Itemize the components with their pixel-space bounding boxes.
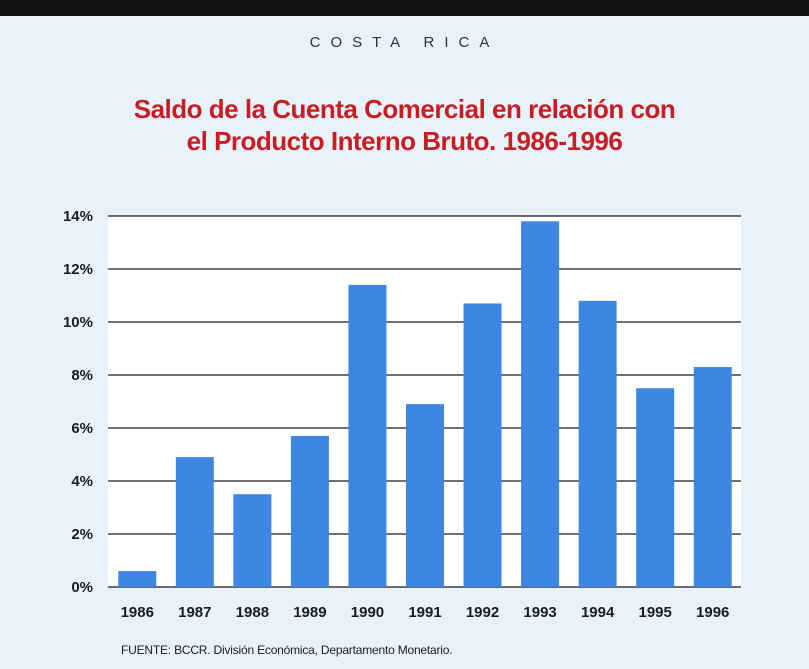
y-tick-label: 12% bbox=[63, 261, 93, 278]
chart-country-label: COSTA RICA bbox=[309, 34, 500, 51]
x-tick-label: 1989 bbox=[293, 604, 326, 621]
y-tick-label: 0% bbox=[71, 579, 93, 596]
x-tick-label: 1994 bbox=[581, 604, 615, 621]
y-tick-label: 8% bbox=[71, 367, 93, 384]
x-tick-label: 1995 bbox=[638, 604, 671, 621]
top-bar bbox=[0, 0, 809, 16]
bar-1991 bbox=[406, 404, 444, 587]
chart-source-note: FUENTE: BCCR. División Económica, Depart… bbox=[121, 643, 453, 657]
chart-title-line-2: el Producto Interno Bruto. 1986-1996 bbox=[186, 126, 623, 156]
x-tick-label: 1986 bbox=[121, 604, 154, 621]
bar-1986 bbox=[118, 571, 157, 587]
bar-1995 bbox=[636, 388, 675, 587]
chart-title-line-1: Saldo de la Cuenta Comercial en relación… bbox=[133, 94, 676, 124]
x-tick-label: 1991 bbox=[408, 604, 441, 621]
x-tick-label: 1996 bbox=[696, 604, 729, 621]
bar-1992 bbox=[463, 303, 502, 587]
x-tick-label: 1987 bbox=[178, 604, 211, 621]
x-tick-label: 1992 bbox=[466, 604, 499, 621]
y-tick-label: 14% bbox=[63, 208, 93, 225]
y-tick-label: 2% bbox=[71, 526, 93, 543]
x-tick-label: 1993 bbox=[523, 604, 556, 621]
x-tick-label: 1990 bbox=[351, 604, 384, 621]
x-tick-label: 1988 bbox=[236, 604, 269, 621]
bar-1996 bbox=[693, 367, 732, 587]
bar-1993 bbox=[521, 221, 560, 588]
y-tick-label: 10% bbox=[63, 314, 93, 331]
bar-1990 bbox=[348, 284, 387, 587]
y-tick-label: 4% bbox=[71, 473, 93, 490]
bar-1988 bbox=[233, 494, 272, 587]
bar-1989 bbox=[290, 435, 329, 587]
chart-title: Saldo de la Cuenta Comercial en relación… bbox=[60, 93, 749, 157]
bar-1987 bbox=[175, 457, 214, 587]
y-tick-label: 6% bbox=[71, 420, 93, 437]
bar-1994 bbox=[578, 300, 617, 587]
